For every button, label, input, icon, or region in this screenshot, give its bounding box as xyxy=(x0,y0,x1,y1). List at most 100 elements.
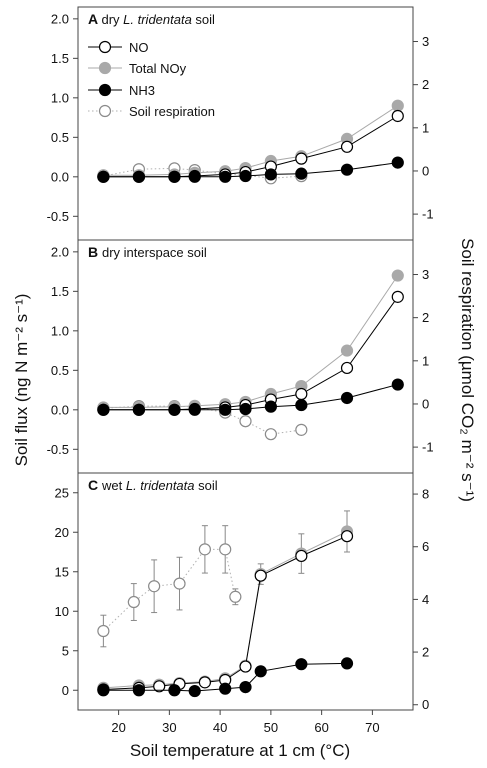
y-tick-label: 0.5 xyxy=(51,130,69,145)
y-right-tick-label: 1 xyxy=(422,353,429,368)
data-point-NH3 xyxy=(188,403,201,416)
data-point-NO xyxy=(295,152,308,165)
data-point-NH3 xyxy=(132,403,146,416)
panel-title: C wet L. tridentata soil xyxy=(88,477,218,493)
y-tick-label: 0.0 xyxy=(51,169,69,184)
y-tick-label: 1.5 xyxy=(51,51,69,66)
y-right-tick-label: 0 xyxy=(422,396,429,411)
x-tick-label: 60 xyxy=(314,720,328,735)
y-right-tick-label: 6 xyxy=(422,539,429,554)
y-tick-label: 5 xyxy=(62,643,69,658)
data-point-NH3 xyxy=(340,163,354,176)
series-line-NH3 xyxy=(103,162,398,178)
legend-item-NH3: NH3 xyxy=(88,83,155,98)
y-right-tick-label: 2 xyxy=(422,77,429,92)
y-right-tick-label: 2 xyxy=(422,310,429,325)
legend-marker xyxy=(98,61,112,75)
x-tick-label: 30 xyxy=(162,720,176,735)
data-point-resp xyxy=(198,543,211,556)
panel-title: A dry L. tridentata soil xyxy=(88,11,215,27)
panel-A: -0.5 0.0 0.5 1.0 1.5 2.0 -1 0 1 2 3 A dry L. triden… xyxy=(47,6,434,241)
series-NH3 xyxy=(97,657,354,698)
y-axis-label-right: Soil respiration (µmol CO₂ m⁻² s⁻¹) xyxy=(458,238,477,502)
y-tick-label: -0.5 xyxy=(47,209,69,224)
series-line-NOy xyxy=(103,105,399,176)
data-point-NO xyxy=(153,680,166,693)
data-point-NO xyxy=(340,361,354,375)
y-axis-label-left: Soil flux (ng N m⁻² s⁻¹) xyxy=(12,294,31,467)
y-tick-label: 1.5 xyxy=(51,284,69,299)
data-point-NH3 xyxy=(264,168,277,181)
data-point-NH3 xyxy=(168,170,181,183)
data-point-NH3 xyxy=(391,378,404,391)
x-tick-label: 50 xyxy=(264,720,278,735)
data-point-NH3 xyxy=(264,400,277,413)
y-right-tick-label: 3 xyxy=(422,34,429,49)
data-point-NO xyxy=(198,676,211,689)
y-tick-label: 20 xyxy=(55,525,69,540)
panel-letter: A xyxy=(88,11,101,27)
data-point-NH3 xyxy=(168,403,181,416)
legend-item-NOy: Total NOy xyxy=(88,61,187,76)
data-point-NH3 xyxy=(97,684,110,697)
data-point-NH3 xyxy=(132,170,146,183)
legend-label: Soil respiration xyxy=(129,104,215,119)
chart-panels: -0.5 0.0 0.5 1.0 1.5 2.0 -1 0 1 2 3 A dry L. triden… xyxy=(47,6,434,712)
panel-C: 0 5 10 15 20 25 0 2 4 6 8 C wet L. tridentata soil xyxy=(55,472,429,712)
x-tick-label: 20 xyxy=(111,720,125,735)
y-tick-label: 2.0 xyxy=(51,244,69,259)
data-point-NH3 xyxy=(239,169,252,183)
series-NH3 xyxy=(97,156,404,183)
y-right-tick-label: 1 xyxy=(422,120,429,135)
panel-frame xyxy=(77,472,414,711)
y-tick-label: 0.0 xyxy=(51,402,69,417)
data-point-resp xyxy=(295,423,308,436)
data-point-NH3 xyxy=(239,402,252,416)
legend-label: Total NOy xyxy=(129,61,187,76)
data-point-NO xyxy=(391,290,404,303)
data-point-NH3 xyxy=(219,682,232,695)
legend-item-resp: Soil respiration xyxy=(88,104,215,119)
legend: NO Total NOy NH3 Soil respiration xyxy=(88,40,215,119)
data-point-NO xyxy=(340,140,354,153)
y-tick-label: 1.0 xyxy=(51,323,69,338)
data-point-NO xyxy=(239,660,252,673)
y-tick-label: 0 xyxy=(62,683,69,698)
data-point-NOy xyxy=(340,344,354,357)
y-right-tick-label: -1 xyxy=(422,207,434,222)
legend-marker xyxy=(98,104,112,118)
data-point-NH3 xyxy=(219,170,232,183)
panel-letter: C xyxy=(88,477,102,493)
x-tick-label: 70 xyxy=(365,720,379,735)
y-tick-label: 25 xyxy=(55,485,69,500)
data-point-NOy xyxy=(391,99,404,112)
data-point-NH3 xyxy=(132,684,146,697)
data-point-NO xyxy=(254,569,267,582)
legend-label: NH3 xyxy=(129,83,155,98)
data-point-NH3 xyxy=(188,170,201,183)
series-line-NO xyxy=(103,296,399,411)
y-right-tick-label: 8 xyxy=(422,487,429,502)
x-tick-label: 40 xyxy=(213,720,227,735)
data-point-NH3 xyxy=(254,665,267,678)
series-resp xyxy=(97,525,242,648)
series-line-NOy xyxy=(103,275,399,408)
data-point-NH3 xyxy=(239,680,252,694)
data-point-NO xyxy=(391,109,404,123)
data-point-NOy xyxy=(391,269,404,282)
data-point-NH3 xyxy=(295,398,308,412)
panel-B: -0.5 0.0 0.5 1.0 1.5 2.0 -1 0 1 2 3 B dry interspac… xyxy=(47,239,434,474)
data-point-NH3 xyxy=(295,167,308,180)
y-right-tick-label: -1 xyxy=(422,440,434,455)
data-point-NH3 xyxy=(97,170,110,183)
series-NO xyxy=(97,290,404,416)
data-point-resp xyxy=(239,415,252,428)
y-tick-label: -0.5 xyxy=(47,442,69,457)
x-axis: 20 30 40 50 60 70 xyxy=(111,710,380,735)
data-point-resp xyxy=(219,543,232,556)
data-point-NO xyxy=(340,530,354,543)
data-point-NH3 xyxy=(97,403,110,416)
legend-label: NO xyxy=(129,40,149,55)
y-tick-label: 10 xyxy=(55,604,69,619)
